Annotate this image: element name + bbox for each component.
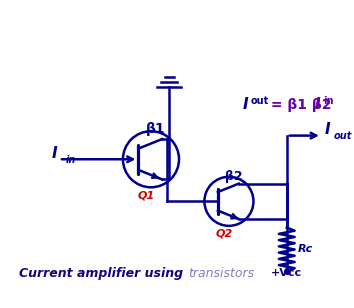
Text: Current amplifier using: Current amplifier using [19,267,188,280]
Text: I: I [315,97,320,112]
Text: I: I [324,122,330,137]
Text: out: out [251,96,269,107]
Text: +Vcc: +Vcc [271,268,302,278]
Text: β2: β2 [224,170,242,183]
Text: I: I [52,146,57,161]
Text: in: in [66,155,76,164]
Text: transistors: transistors [188,267,254,280]
Text: Q2: Q2 [216,229,233,238]
Text: β1: β1 [145,123,165,136]
Text: I: I [243,97,249,112]
Text: out: out [334,131,353,141]
Text: Q1: Q1 [138,191,155,201]
Text: = β1 β2: = β1 β2 [266,98,336,112]
Text: in: in [323,96,333,107]
Text: Rc: Rc [298,245,313,254]
